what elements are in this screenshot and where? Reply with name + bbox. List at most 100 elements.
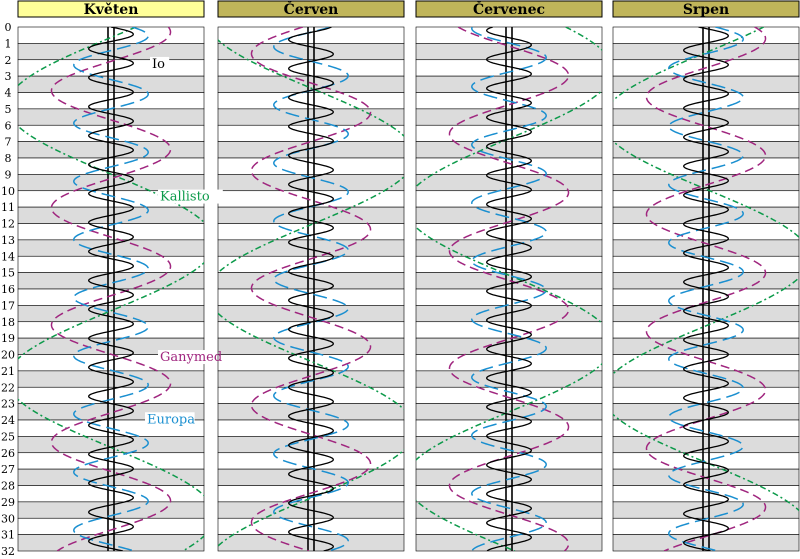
day-label: 22 xyxy=(1,381,15,394)
panel-3: Srpen xyxy=(612,0,800,552)
day-row xyxy=(415,485,603,503)
panel-2: Červenec xyxy=(415,0,603,552)
day-label: 2 xyxy=(5,54,12,67)
day-label: 13 xyxy=(1,234,15,247)
orbit-europa xyxy=(273,27,349,551)
day-row xyxy=(415,321,603,339)
day-row xyxy=(612,534,800,552)
month-title: Květen xyxy=(84,2,139,18)
day-label: 6 xyxy=(5,119,12,132)
orbit-kallisto xyxy=(416,27,602,551)
label-bg xyxy=(158,189,223,204)
day-row xyxy=(612,305,800,323)
day-row xyxy=(612,386,800,404)
day-label: 28 xyxy=(1,480,15,493)
day-label: 18 xyxy=(1,316,15,329)
orbit-io xyxy=(682,27,730,551)
day-row xyxy=(612,403,800,421)
day-row xyxy=(217,386,405,404)
day-row xyxy=(415,75,603,93)
day-row xyxy=(415,288,603,306)
day-label: 27 xyxy=(1,463,15,476)
day-row xyxy=(217,43,405,61)
day-label: 31 xyxy=(1,529,15,542)
moon-label-io: Io xyxy=(152,57,165,72)
day-row xyxy=(415,59,603,77)
day-row xyxy=(415,386,603,404)
day-row xyxy=(415,157,603,175)
month-title: Srpen xyxy=(683,2,729,18)
day-row xyxy=(217,419,405,437)
day-row xyxy=(17,321,205,339)
day-row xyxy=(17,174,205,192)
day-row xyxy=(217,92,405,110)
day-label: 20 xyxy=(1,349,15,362)
day-row xyxy=(17,517,205,535)
day-row xyxy=(17,108,205,126)
orbit-io xyxy=(288,27,335,551)
day-label: 23 xyxy=(1,398,15,411)
day-row xyxy=(17,436,205,454)
day-row xyxy=(612,321,800,339)
day-label: 16 xyxy=(1,283,15,296)
orbit-kallisto xyxy=(18,27,204,551)
day-row xyxy=(17,288,205,306)
day-row xyxy=(612,255,800,273)
day-row xyxy=(217,354,405,372)
day-row xyxy=(612,26,800,44)
month-title: Červenec xyxy=(473,0,545,18)
day-label: 7 xyxy=(5,136,12,149)
day-row xyxy=(415,517,603,535)
day-label: 8 xyxy=(5,152,12,165)
panel-1: Červen xyxy=(217,0,405,552)
day-row xyxy=(415,26,603,44)
day-row xyxy=(17,59,205,77)
day-row xyxy=(612,485,800,503)
day-row xyxy=(217,403,405,421)
moon-label-ganymed: Ganymed xyxy=(160,350,222,365)
day-row xyxy=(17,305,205,323)
day-row xyxy=(612,337,800,355)
day-row xyxy=(217,223,405,241)
day-label: 4 xyxy=(5,87,12,100)
day-label: 9 xyxy=(5,168,12,181)
day-label: 5 xyxy=(5,103,12,116)
orbit-io xyxy=(88,27,135,551)
day-label: 21 xyxy=(1,365,15,378)
day-row xyxy=(415,190,603,208)
day-row xyxy=(612,354,800,372)
day-row xyxy=(17,43,205,61)
day-row xyxy=(612,436,800,454)
day-label: 19 xyxy=(1,332,15,345)
day-row xyxy=(415,239,603,257)
orbit-europa xyxy=(73,27,149,551)
day-row xyxy=(217,190,405,208)
day-label: 24 xyxy=(1,414,15,427)
day-row xyxy=(17,124,205,142)
orbit-kallisto xyxy=(613,27,799,551)
day-label: 30 xyxy=(1,512,15,525)
day-row xyxy=(217,321,405,339)
day-row xyxy=(217,157,405,175)
day-label: 3 xyxy=(5,70,12,83)
day-row xyxy=(17,485,205,503)
day-row xyxy=(217,288,405,306)
orbit-europa xyxy=(668,27,744,551)
day-row xyxy=(612,75,800,93)
day-row xyxy=(17,534,205,552)
day-row xyxy=(612,124,800,142)
day-label: 32 xyxy=(1,545,15,558)
day-row xyxy=(612,108,800,126)
month-header xyxy=(17,0,205,18)
day-label: 17 xyxy=(1,299,15,312)
month-header xyxy=(415,0,603,18)
day-row xyxy=(612,206,800,224)
day-row xyxy=(217,141,405,159)
day-label: 15 xyxy=(1,267,15,280)
day-row xyxy=(415,534,603,552)
day-label: 0 xyxy=(5,21,12,34)
day-row xyxy=(415,108,603,126)
day-row xyxy=(415,337,603,355)
month-header xyxy=(612,0,800,18)
